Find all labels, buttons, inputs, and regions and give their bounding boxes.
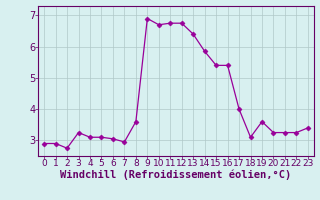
X-axis label: Windchill (Refroidissement éolien,°C): Windchill (Refroidissement éolien,°C) bbox=[60, 169, 292, 180]
